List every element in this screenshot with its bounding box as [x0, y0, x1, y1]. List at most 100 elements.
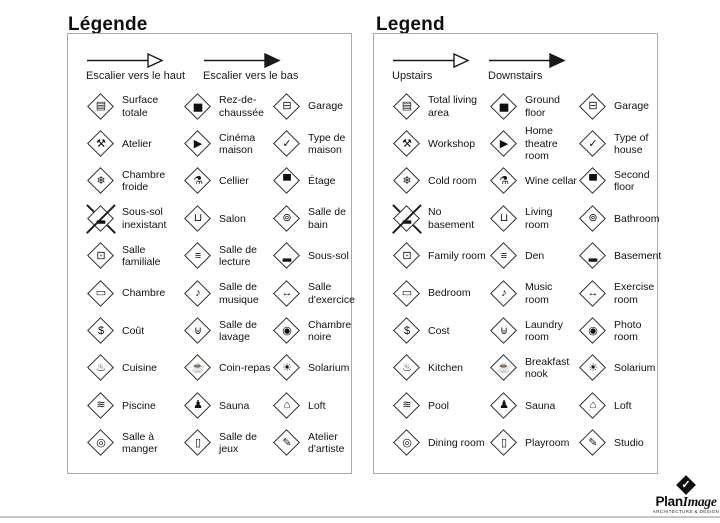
workshop-icon: ⚒: [392, 129, 422, 159]
legend-item-label: Salle familiale: [122, 243, 161, 269]
legend-item: ❄ Cold room: [392, 166, 489, 196]
legend-item: ♟ Sauna: [489, 391, 578, 421]
studio-icon: ✎: [272, 428, 302, 458]
legend-item-label: Cellier: [219, 175, 249, 188]
logo-check-glyph: ✓: [681, 478, 691, 491]
legend-item: ▀ Second floor: [578, 166, 661, 196]
legend-item: ▅ Ground floor: [489, 92, 578, 122]
icon-glyph: ⌂: [283, 399, 291, 412]
icon-glyph: ✓: [282, 137, 292, 150]
legend-item-label: Salle de lavage: [219, 318, 257, 344]
icon-glyph: ▤: [401, 100, 413, 113]
type-of-house-icon: ✓: [272, 129, 302, 159]
legend-item: $ Coût: [86, 316, 183, 346]
icon-glyph: ✓: [588, 137, 598, 150]
legend-item: ▶ Home theatre room: [489, 125, 578, 163]
cold-room-icon: ❄: [86, 166, 116, 196]
legend-item: ≡ Salle de lecture: [183, 241, 272, 271]
legend-item: ⚒ Workshop: [392, 129, 489, 159]
legend-item: ⌂ Loft: [578, 391, 661, 421]
legend-item-label: Breakfast nook: [525, 355, 570, 381]
icon-glyph: ▀: [283, 174, 291, 187]
bathroom-icon: ⊚: [272, 204, 302, 234]
icon-glyph: ▅: [193, 100, 203, 113]
icon-glyph: ☕: [497, 361, 511, 374]
stairs-down-arrow-icon: [204, 52, 281, 69]
legend-item: ♨ Cuisine: [86, 353, 183, 383]
icon-glyph: ♟: [499, 399, 509, 412]
legend-item: ☕ Coin-repas: [183, 353, 272, 383]
icon-glyph: ⊎: [499, 324, 509, 337]
bathroom-icon: ⊚: [578, 204, 608, 234]
legend-item: ▂ No basement: [392, 204, 489, 234]
basement-icon: ▂: [272, 241, 302, 271]
icon-glyph: ⚗: [193, 174, 203, 187]
legend-item-label: Workshop: [428, 137, 476, 150]
legend-item-label: Living room: [525, 206, 553, 231]
legend-item: ✎ Studio: [578, 428, 661, 458]
stairs-up-arrow-legend: Upstairs: [392, 52, 470, 82]
solarium-icon: ☀: [578, 353, 608, 383]
legend-item-label: Salle de bain: [308, 206, 346, 231]
icon-glyph: ▯: [500, 436, 508, 449]
ground-floor-icon: ▅: [183, 92, 213, 122]
icon-glyph: ⌂: [589, 399, 597, 412]
laundry-room-icon: ⊎: [489, 316, 519, 346]
legend-item: ≡ Den: [489, 241, 578, 271]
legend-item-label: Loft: [614, 399, 632, 412]
icon-glyph: ◉: [588, 324, 598, 337]
pool-icon: ≋: [392, 391, 422, 421]
ground-floor-icon: ▅: [489, 92, 519, 122]
legend-item: ♪ Music room: [489, 279, 578, 309]
legend-item: ▤ Total living area: [392, 92, 489, 122]
legend-item-label: Sous-sol inexistant: [122, 206, 167, 231]
second-floor-icon: ▀: [272, 166, 302, 196]
planimage-diamond-mark-icon: ✓: [675, 474, 697, 496]
icon-glyph: $: [97, 324, 105, 337]
legend-item-label: Salon: [219, 212, 246, 225]
legend-title-english: Legend: [376, 13, 445, 35]
icon-glyph: ▯: [194, 436, 202, 449]
legend-item-label: Garage: [614, 100, 650, 113]
exercise-room-icon: ↔: [272, 279, 302, 309]
icon-glyph: ▶: [193, 137, 203, 150]
legend-item-label: Den: [525, 250, 545, 262]
sauna-icon: ♟: [183, 391, 213, 421]
legend-item: ⊚ Salle de bain: [272, 204, 355, 234]
legend-item: ⚗ Wine cellar: [489, 166, 578, 196]
legend-item-label: Bathroom: [614, 212, 660, 225]
legend-item: ♪ Salle de musique: [183, 279, 272, 309]
family-room-icon: ⊡: [392, 241, 422, 271]
stairs-up-arrow-label: Upstairs: [392, 70, 433, 82]
stairs-down-arrow-icon: [489, 52, 566, 69]
legend-item: ⊚ Bathroom: [578, 204, 661, 234]
icon-glyph: ☀: [282, 361, 292, 374]
legend-item: ≋ Piscine: [86, 391, 183, 421]
icon-glyph: ❄: [96, 174, 106, 187]
legend-item: ▀ Étage: [272, 166, 355, 196]
type-of-house-icon: ✓: [578, 129, 608, 159]
legend-item-label: Bedroom: [428, 287, 471, 300]
logo-tagline: Architecture & Design: [652, 509, 720, 514]
bedroom-icon: ▭: [392, 279, 422, 309]
legend-item-label: Atelier d'artiste: [308, 430, 345, 456]
icon-glyph: ▂: [282, 249, 292, 262]
stairs-up-arrow-icon: [87, 52, 164, 69]
legend-item-label: Salle d'exercice: [308, 281, 355, 306]
legend-item-label: Piscine: [122, 399, 156, 412]
music-room-icon: ♪: [183, 279, 213, 309]
sauna-icon: ♟: [489, 391, 519, 421]
legend-panel-english: Upstairs Downstairs ▤ Total living area ▅ Gr…: [373, 33, 661, 474]
legend-item-label: Music room: [525, 281, 553, 306]
icon-glyph: ✎: [588, 436, 598, 449]
legend-item-label: Sauna: [219, 399, 250, 412]
no-basement-icon: ▂: [392, 204, 422, 234]
legend-item-label: Photo room: [614, 318, 642, 344]
stairs-up-arrow-label: Escalier vers le haut: [86, 70, 186, 82]
legend-item: ▅ Rez-de-chaussée: [183, 92, 272, 122]
icon-glyph: ◉: [282, 324, 292, 337]
cost-icon: $: [86, 316, 116, 346]
legend-item: ▯ Playroom: [489, 428, 578, 458]
legend-item-label: Home theatre room: [525, 125, 558, 163]
home-theatre-icon: ▶: [489, 129, 519, 159]
